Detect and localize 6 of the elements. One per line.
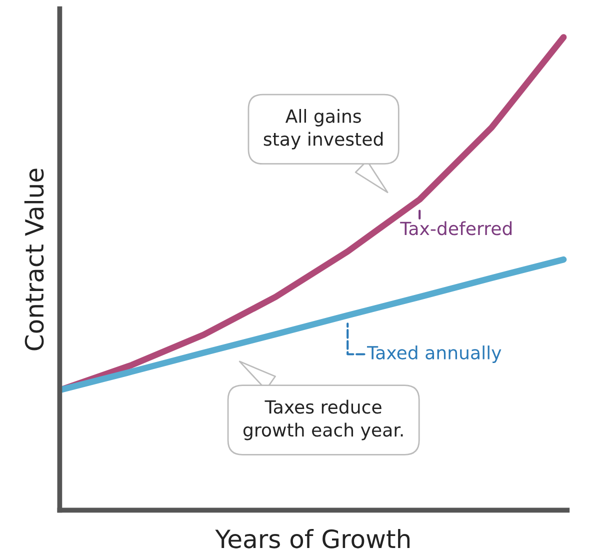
annotation: All gains stay invested <box>264 108 383 150</box>
series-label: Taxed annually <box>367 346 502 363</box>
annotation: Taxes reduce growth each year. <box>243 400 403 440</box>
x-axis-title: Years of Growth <box>215 528 410 548</box>
series-label: Tax-deferred <box>400 221 512 236</box>
y-axis-title: Contract Value <box>24 168 44 350</box>
